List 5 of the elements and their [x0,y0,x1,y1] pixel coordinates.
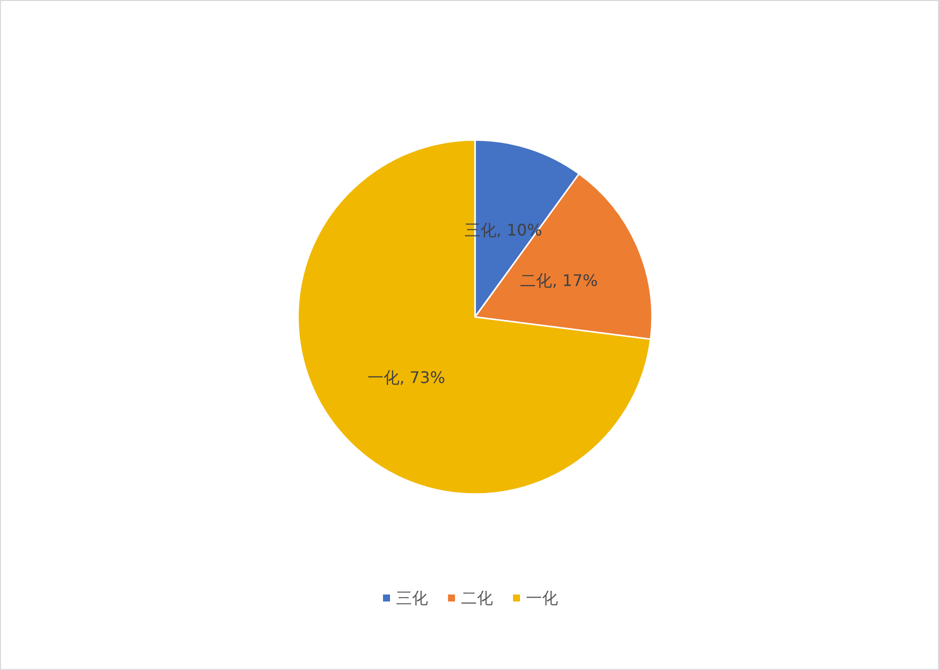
data-label: 二化, 17% [520,271,598,290]
data-label: 一化, 73% [368,368,446,388]
legend-label: 一化 [526,588,558,608]
legend-label: 三化 [396,588,428,608]
legend-label: 二化 [461,588,493,608]
